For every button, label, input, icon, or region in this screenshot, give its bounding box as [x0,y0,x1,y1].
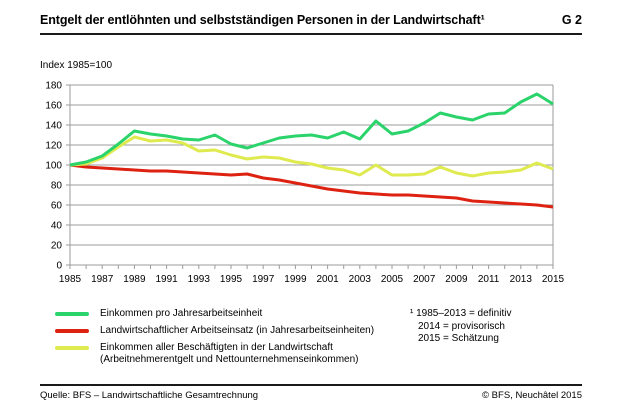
x-tick-label: 1991 [155,274,178,285]
y-tick-label: 180 [45,81,62,92]
legend-label: Landwirtschaftlicher Arbeitseinsatz (in … [100,325,375,336]
yellow-line-swatch [55,346,89,350]
footnote: ¹ 1985–2013 = definitiv 2014 = provisori… [410,308,511,346]
figure-code: G 2 [561,13,582,27]
header: Entgelt der entlöhnten und selbstständig… [40,13,582,27]
legend-label-line1: Einkommen aller Beschäftigten in der Lan… [100,342,333,353]
x-tick-label: 1993 [188,274,211,285]
x-tick-label: 1989 [123,274,146,285]
y-tick-label: 120 [45,141,62,152]
legend-label-line2: (Arbeitnehmerentgelt und Nettounternehme… [100,354,359,365]
x-tick-label: 2007 [413,274,436,285]
y-tick-label: 40 [51,221,63,232]
series-line-einkommen-pro-jahresarbeitseinheit [69,92,554,167]
x-tick-label: 2011 [478,274,500,285]
y-tick-label: 140 [45,121,62,132]
chart-svg: 0 20 40 60 80 100 120 140 160 180 1985 1987 1989 1991… [45,81,565,286]
legend-label: Einkommen pro Jahresarbeitseinheit [100,308,263,319]
legend-label: Einkommen aller Beschäftigten in der Lan… [100,342,358,366]
x-tick-label: 2009 [445,274,468,285]
title-rule [40,33,582,35]
x-tick-label: 2015 [542,274,565,285]
y-tick-label: 20 [51,241,63,252]
x-tick-label: 2013 [510,274,533,285]
legend-item: Einkommen aller Beschäftigten in der Lan… [55,342,374,366]
x-tick-label: 2005 [381,274,404,285]
footnote-line-2: 2014 = provisorisch [418,320,505,332]
copyright-text: © BFS, Neuchâtel 2015 [482,390,582,401]
gridlines [66,84,554,266]
footer: Quelle: BFS – Landwirtschaftliche Gesamt… [40,390,582,401]
x-tick-label: 1987 [91,274,114,285]
legend-item: Einkommen pro Jahresarbeitseinheit [55,308,374,320]
x-tick-label: 1985 [59,274,82,285]
x-tick-label: 1997 [252,274,275,285]
source-text: Quelle: BFS – Landwirtschaftliche Gesamt… [40,390,259,401]
green-line-swatch [55,312,89,316]
footer-rule [40,384,582,386]
x-axis: 1985 1987 1989 1991 1993 1995 1997 1999 2001 2003… [59,265,565,285]
y-tick-label: 80 [51,181,63,192]
x-tick-label: 1999 [284,274,307,285]
footnote-line-1: ¹ 1985–2013 = definitiv [410,308,512,319]
legend: Einkommen pro Jahresarbeitseinheit Landw… [55,308,374,371]
x-tick-label: 2003 [349,274,372,285]
index-note: Index 1985=100 [40,60,113,71]
red-line-swatch [55,329,89,333]
y-axis-labels: 0 20 40 60 80 100 120 140 160 180 [45,81,62,272]
y-tick-label: 60 [51,201,63,212]
footnote-line-3: 2015 = Schätzung [418,333,499,344]
series-line-einkommen-aller-beschaeftigten [69,135,554,178]
x-tick-label: 2001 [316,274,339,285]
x-tick-label: 1995 [220,274,243,285]
y-tick-label: 100 [45,161,62,172]
series-line-landwirtschaftlicher-arbeitseinsatz [69,163,554,209]
legend-item: Landwirtschaftlicher Arbeitseinsatz (in … [55,325,374,337]
y-tick-label: 160 [45,101,62,112]
y-tick-label: 0 [56,261,62,272]
page-title: Entgelt der entlöhnten und selbstständig… [40,13,485,27]
